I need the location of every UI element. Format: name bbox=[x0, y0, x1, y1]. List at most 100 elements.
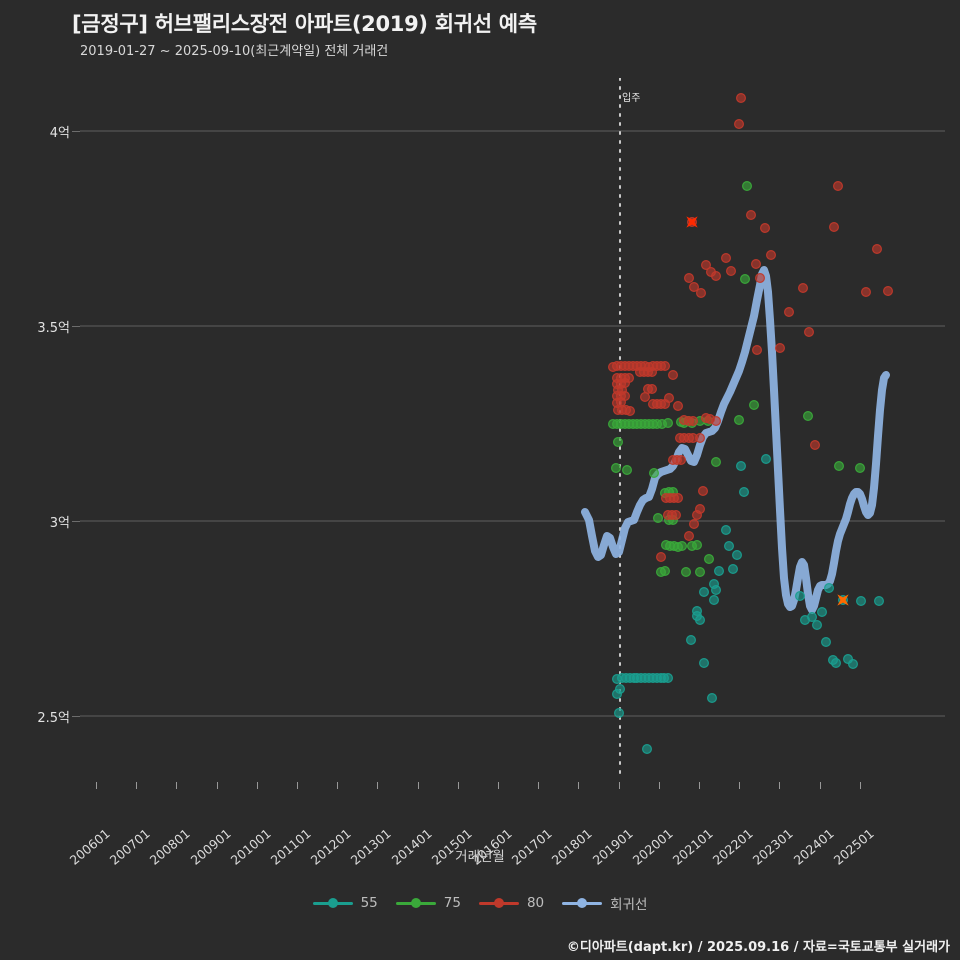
data-point-55 bbox=[820, 636, 831, 647]
data-point-80 bbox=[803, 327, 814, 338]
data-point-80 bbox=[695, 288, 706, 299]
data-point-80 bbox=[697, 486, 708, 497]
legend-label: 80 bbox=[526, 895, 545, 911]
x-axis-tick-mark bbox=[216, 782, 218, 789]
legend-line-icon bbox=[501, 901, 519, 905]
data-point-55 bbox=[691, 610, 702, 621]
data-point-80 bbox=[672, 401, 683, 412]
data-point-80 bbox=[751, 345, 762, 356]
data-point-55 bbox=[823, 583, 834, 594]
data-point-80 bbox=[700, 260, 711, 271]
highlight-star-marker bbox=[686, 216, 698, 228]
data-point-80 bbox=[725, 266, 736, 277]
data-point-80 bbox=[828, 222, 839, 233]
data-point-80 bbox=[783, 307, 794, 318]
data-point-80 bbox=[754, 273, 765, 284]
y-axis-tick-mark bbox=[72, 520, 80, 522]
data-point-80 bbox=[871, 244, 882, 255]
data-point-75 bbox=[648, 468, 659, 479]
x-axis-tick-mark bbox=[256, 782, 258, 789]
data-point-75 bbox=[710, 457, 721, 468]
legend-line-icon bbox=[335, 901, 353, 905]
x-axis-tick-mark bbox=[457, 782, 459, 789]
data-point-55 bbox=[613, 707, 624, 718]
data-point-80 bbox=[670, 510, 681, 521]
plot-area: 입주 bbox=[80, 78, 945, 778]
data-point-55 bbox=[847, 658, 858, 669]
data-point-55 bbox=[706, 692, 717, 703]
x-axis-tick-mark bbox=[779, 782, 781, 789]
data-point-80 bbox=[733, 118, 744, 129]
data-point-75 bbox=[854, 463, 865, 474]
data-point-80 bbox=[663, 393, 674, 404]
data-point-80 bbox=[624, 406, 635, 417]
data-point-80 bbox=[710, 416, 721, 427]
data-point-80 bbox=[720, 253, 731, 264]
legend-item-55[interactable]: 55 bbox=[312, 895, 378, 911]
legend-item-75[interactable]: 75 bbox=[395, 895, 461, 911]
data-point-80 bbox=[774, 343, 785, 354]
x-axis-tick-mark bbox=[337, 782, 339, 789]
data-point-80 bbox=[639, 392, 650, 403]
x-axis-tick-mark bbox=[578, 782, 580, 789]
data-point-55 bbox=[830, 657, 841, 668]
legend-line-icon bbox=[478, 901, 496, 905]
data-point-75 bbox=[659, 566, 670, 577]
x-axis-tick-mark bbox=[859, 782, 861, 789]
data-point-55 bbox=[731, 550, 742, 561]
legend-dot-icon bbox=[327, 898, 338, 908]
legend-line-icon bbox=[562, 901, 580, 905]
chart-subtitle: 2019-01-27 ~ 2025-09-10(최근계약일) 전체 거래건 bbox=[80, 44, 389, 59]
x-axis-tick-mark bbox=[498, 782, 499, 789]
x-axis-tick-mark bbox=[377, 782, 379, 789]
plot-svg bbox=[80, 78, 945, 778]
data-point-75 bbox=[739, 274, 750, 285]
y-axis-tick-mark bbox=[72, 325, 80, 327]
x-axis-tick-mark bbox=[699, 782, 700, 789]
legend-line-icon bbox=[395, 901, 413, 905]
data-point-75 bbox=[694, 567, 705, 578]
data-point-80 bbox=[646, 367, 657, 378]
data-point-75 bbox=[703, 554, 714, 565]
data-point-80 bbox=[683, 273, 694, 284]
data-point-75 bbox=[621, 465, 632, 476]
y-axis-tick-mark bbox=[72, 130, 80, 132]
data-point-80 bbox=[809, 440, 820, 451]
x-axis-tick-mark bbox=[618, 782, 620, 789]
legend-dot-icon bbox=[493, 898, 504, 908]
data-point-75 bbox=[680, 567, 691, 578]
legend-line-icon bbox=[585, 901, 603, 905]
legend-label: 55 bbox=[360, 895, 378, 911]
data-point-75 bbox=[610, 463, 621, 474]
data-point-55 bbox=[713, 566, 724, 577]
data-point-55 bbox=[738, 487, 749, 498]
data-point-80 bbox=[882, 286, 893, 297]
data-point-80 bbox=[750, 259, 761, 270]
data-point-55 bbox=[698, 587, 709, 598]
data-point-55 bbox=[760, 454, 771, 465]
data-point-55 bbox=[685, 634, 696, 645]
data-point-80 bbox=[688, 282, 699, 293]
data-point-75 bbox=[733, 415, 744, 426]
x-axis-tick-mark bbox=[136, 782, 138, 789]
data-point-55 bbox=[816, 606, 827, 617]
data-point-80 bbox=[688, 519, 699, 530]
data-point-80 bbox=[667, 370, 678, 381]
data-point-55 bbox=[720, 525, 731, 536]
data-point-75 bbox=[691, 540, 702, 551]
legend-line-icon bbox=[418, 901, 436, 905]
data-point-55 bbox=[855, 595, 866, 606]
data-point-55 bbox=[698, 657, 709, 668]
data-point-75 bbox=[748, 400, 759, 411]
highlight-star-marker bbox=[837, 594, 849, 606]
x-axis-tick-mark bbox=[417, 782, 419, 789]
data-point-55 bbox=[708, 594, 719, 605]
data-point-55 bbox=[735, 461, 746, 472]
legend-item-80[interactable]: 80 bbox=[478, 895, 545, 911]
legend-item-회귀선[interactable]: 회귀선 bbox=[562, 893, 647, 913]
data-point-80 bbox=[655, 552, 666, 563]
chart-title: [금정구] 허브팰리스장전 아파트(2019) 회귀선 예측 bbox=[72, 12, 537, 36]
y-axis-tick-2: 3억 bbox=[49, 516, 70, 531]
data-point-75 bbox=[833, 461, 844, 472]
data-point-80 bbox=[759, 223, 770, 234]
